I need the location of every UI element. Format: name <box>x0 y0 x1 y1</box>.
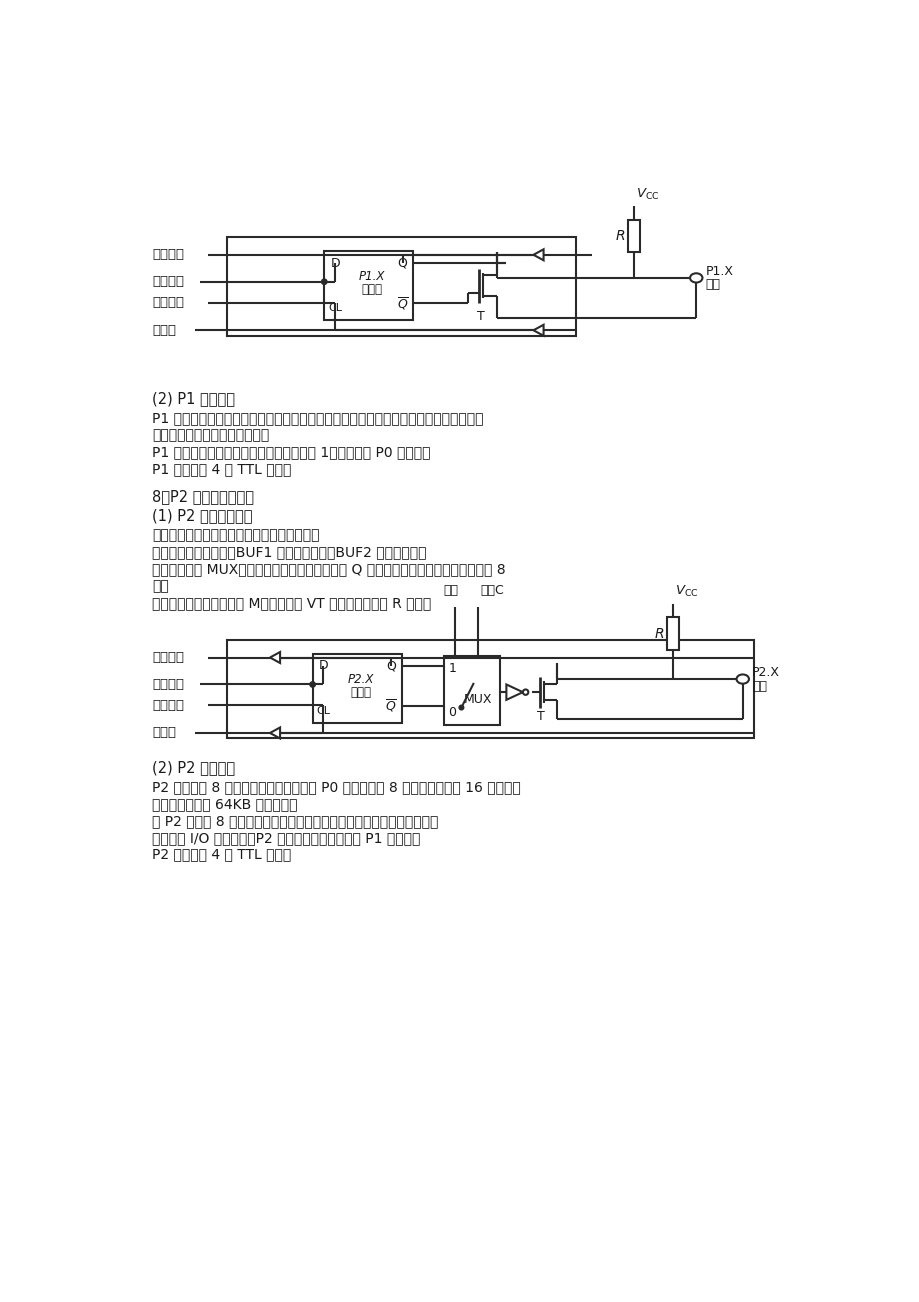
Text: $\overline{Q}$: $\overline{Q}$ <box>396 296 408 311</box>
Text: P2 口能驱动 4 个 TTL 负载。: P2 口能驱动 4 个 TTL 负载。 <box>152 848 291 862</box>
Bar <box>666 617 678 650</box>
Text: 0: 0 <box>448 707 456 720</box>
Bar <box>323 251 413 320</box>
Text: 位；: 位； <box>152 579 169 592</box>
Text: P2.X: P2.X <box>751 665 779 678</box>
Text: (2) P1 口的特点: (2) P1 口的特点 <box>152 391 235 406</box>
Text: 1: 1 <box>448 661 456 674</box>
Text: 锁存器: 锁存器 <box>350 686 370 699</box>
Ellipse shape <box>736 674 748 684</box>
Text: $\overline{Q}$: $\overline{Q}$ <box>384 698 396 715</box>
Text: 总线，可以寻址 64KB 地址空间。: 总线，可以寻址 64KB 地址空间。 <box>152 797 298 811</box>
Text: 不需要再在片外拉接上拉电阵；: 不需要再在片外拉接上拉电阵； <box>152 428 269 443</box>
Text: $V_{\rm CC}$: $V_{\rm CC}$ <box>635 186 659 202</box>
Text: MUX: MUX <box>464 694 493 707</box>
Text: (2) P2 口的特点: (2) P2 口的特点 <box>152 760 235 775</box>
Text: $V_{\rm CC}$: $V_{\rm CC}$ <box>674 583 698 599</box>
Text: 控制C: 控制C <box>480 583 504 596</box>
Text: R: R <box>653 626 664 641</box>
Bar <box>312 654 402 723</box>
Text: 作为通用 I/O 口使用时，P2 口为准双向口，功能与 P1 口一样。: 作为通用 I/O 口使用时，P2 口为准双向口，功能与 P1 口一样。 <box>152 831 420 845</box>
Bar <box>444 656 500 725</box>
Polygon shape <box>269 728 279 738</box>
Text: T: T <box>537 711 545 724</box>
Text: D: D <box>330 256 339 270</box>
Polygon shape <box>505 685 522 700</box>
Text: (1) P2 口结构与运作: (1) P2 口结构与运作 <box>152 508 253 523</box>
Text: 数据输出驱动电路由非门 M，场效应管 VT 和片内上拉电阵 R 组成。: 数据输出驱动电路由非门 M，场效应管 VT 和片内上拉电阵 R 组成。 <box>152 596 431 609</box>
Text: P1 口能驱动 4 个 TTL 负载。: P1 口能驱动 4 个 TTL 负载。 <box>152 462 291 477</box>
Text: P1 口读引脚输入时，必须先向锁存器写入 1，其原理与 P0 口相同；: P1 口读引脚输入时，必须先向锁存器写入 1，其原理与 P0 口相同； <box>152 445 430 460</box>
Text: Q: Q <box>386 660 395 672</box>
Text: 引脚: 引脚 <box>705 279 720 292</box>
Circle shape <box>522 690 528 695</box>
Text: 8、P2 口结构及特点：: 8、P2 口结构及特点： <box>152 490 254 505</box>
Bar <box>227 237 575 336</box>
Bar <box>628 220 640 253</box>
Text: P2.X: P2.X <box>347 673 373 686</box>
Text: 读引脚: 读引脚 <box>152 324 176 337</box>
Text: 写锁存器: 写锁存器 <box>152 296 184 309</box>
Text: 读锁存器: 读锁存器 <box>152 651 184 664</box>
Text: 锁存器: 锁存器 <box>361 283 382 296</box>
Text: P1.X: P1.X <box>705 266 732 279</box>
Text: D: D <box>318 660 328 672</box>
Text: 读锁存器: 读锁存器 <box>152 249 184 262</box>
Circle shape <box>321 279 326 284</box>
Text: R: R <box>615 229 624 243</box>
Ellipse shape <box>689 273 702 283</box>
Text: P2 口用作高 8 位地址输出线应用时，与 P0 口输出的低 8 位地址一起构成 16 位的地址: P2 口用作高 8 位地址输出线应用时，与 P0 口输出的低 8 位地址一起构成… <box>152 780 520 794</box>
Text: 内部总线: 内部总线 <box>152 678 184 691</box>
Bar <box>227 639 754 738</box>
Text: 内部总线: 内部总线 <box>152 275 184 288</box>
Text: 当 P2 口作高 8 位地址输出口时，其输出锁存器原锁存的内容保持不变。: 当 P2 口作高 8 位地址输出口时，其输出锁存器原锁存的内容保持不变。 <box>152 814 438 828</box>
Text: CL: CL <box>316 706 330 716</box>
Polygon shape <box>269 652 279 663</box>
Text: 一个多路开关 MUX，它的一个输入来自锁存器的 Q 端，另一个输入来自内部地址的高 8: 一个多路开关 MUX，它的一个输入来自锁存器的 Q 端，另一个输入来自内部地址的… <box>152 562 505 575</box>
Text: 引脚: 引脚 <box>751 680 766 693</box>
Text: 读引脚: 读引脚 <box>152 727 176 740</box>
Text: CL: CL <box>328 303 342 312</box>
Text: 两个三态输入缓冲器，BUF1 用于读锁存器，BUF2 用于读引脚；: 两个三态输入缓冲器，BUF1 用于读锁存器，BUF2 用于读引脚； <box>152 546 426 559</box>
Polygon shape <box>533 324 543 336</box>
Circle shape <box>459 706 463 710</box>
Text: Q: Q <box>397 256 407 270</box>
Text: 一个数据输出锁存器，用于输出数据的锁存；: 一个数据输出锁存器，用于输出数据的锁存； <box>152 529 320 542</box>
Circle shape <box>310 682 315 687</box>
Text: 写锁存器: 写锁存器 <box>152 699 184 712</box>
Polygon shape <box>533 249 543 260</box>
Text: P1 口由于有内部上拉电阵，没有高阻抗输入状态，所以称为准双向口。作为输出口时，: P1 口由于有内部上拉电阵，没有高阻抗输入状态，所以称为准双向口。作为输出口时， <box>152 411 483 426</box>
Text: T: T <box>476 310 484 323</box>
Text: 地址: 地址 <box>443 583 459 596</box>
Text: P1.X: P1.X <box>358 270 385 283</box>
